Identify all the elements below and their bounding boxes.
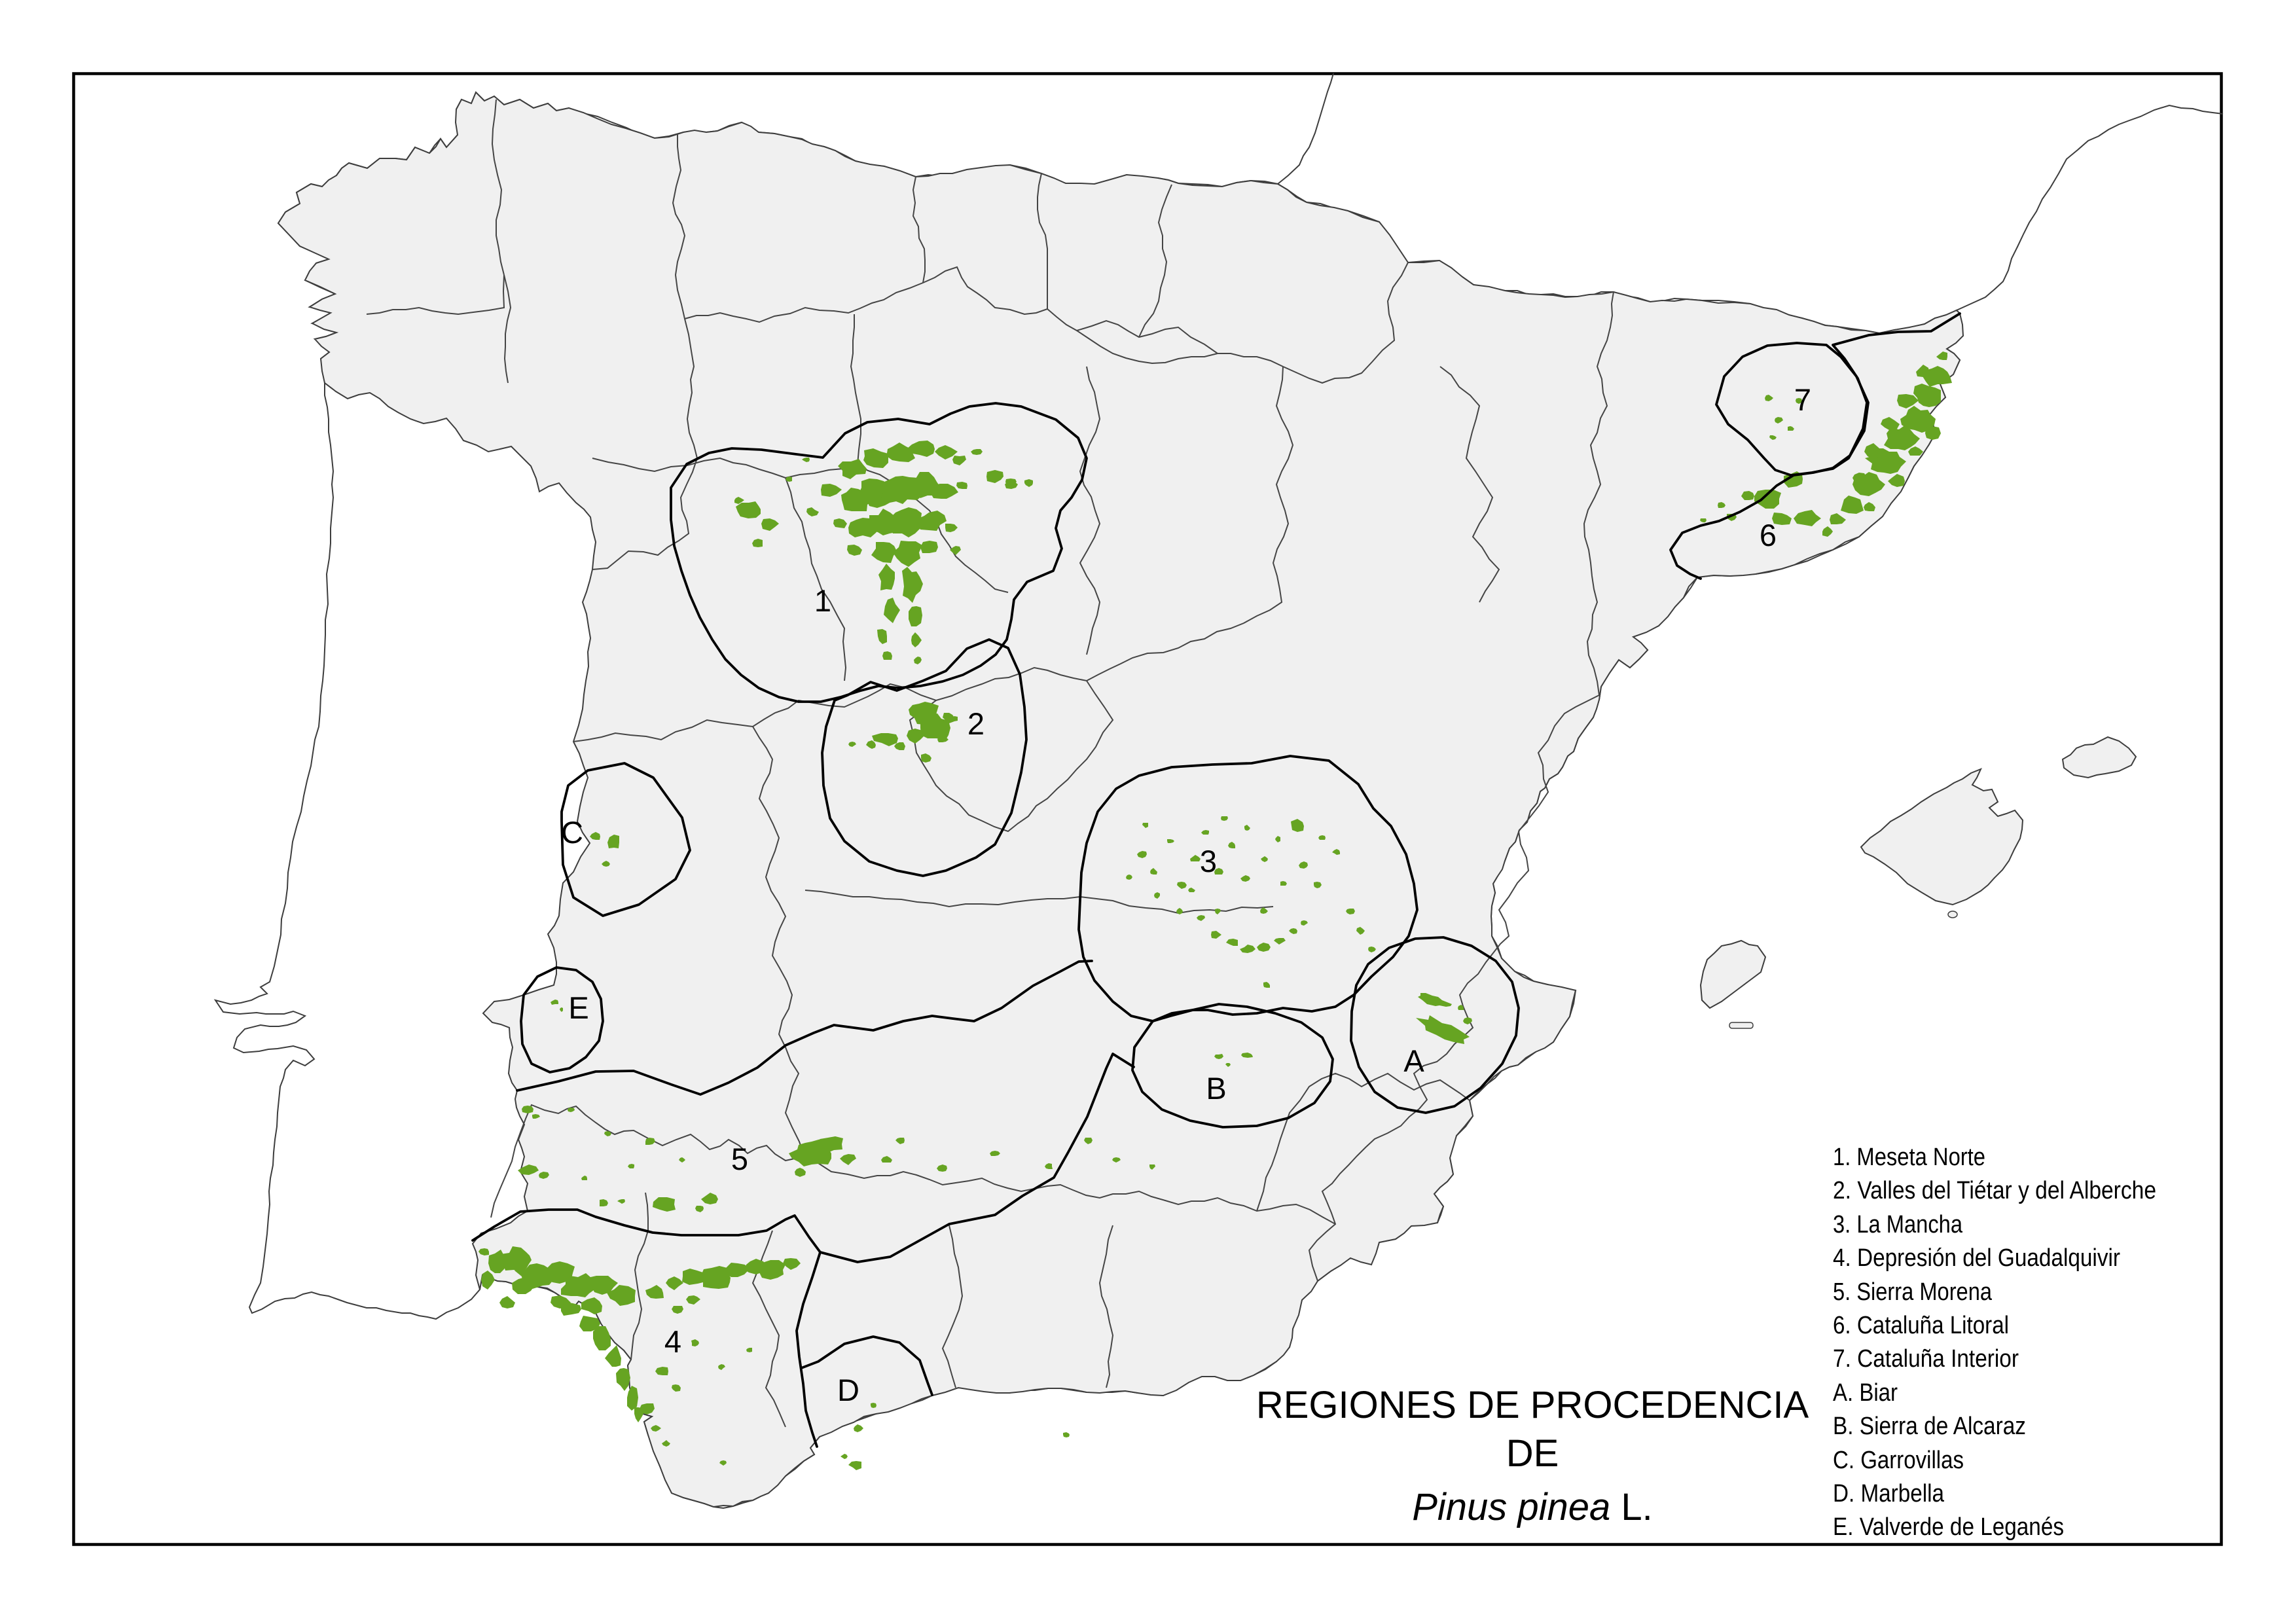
- svg-text:C: C: [561, 815, 583, 850]
- svg-text:REGIONES DE PROCEDENCIA: REGIONES DE PROCEDENCIA: [1256, 1384, 1809, 1426]
- svg-text:A: A: [1403, 1043, 1424, 1078]
- svg-text:DE: DE: [1506, 1432, 1559, 1475]
- svg-text:4. Depresión del Guadalquivir: 4. Depresión del Guadalquivir: [1833, 1244, 2120, 1272]
- svg-text:2. Valles del Tiétar y del Alb: 2. Valles del Tiétar y del Alberche: [1833, 1177, 2156, 1204]
- svg-text:3. La Mancha: 3. La Mancha: [1833, 1211, 1963, 1238]
- svg-text:2: 2: [967, 706, 985, 741]
- svg-text:3: 3: [1200, 844, 1217, 878]
- svg-text:Pinus pinea L.: Pinus pinea L.: [1412, 1486, 1653, 1528]
- svg-text:7: 7: [1794, 382, 1811, 417]
- svg-text:7. Cataluña Interior: 7. Cataluña Interior: [1833, 1345, 2019, 1373]
- svg-text:5: 5: [731, 1142, 748, 1176]
- svg-text:B. Sierra de Alcaraz: B. Sierra de Alcaraz: [1833, 1413, 2026, 1440]
- svg-text:1: 1: [814, 583, 831, 618]
- svg-text:4: 4: [664, 1324, 681, 1359]
- svg-text:6: 6: [1760, 518, 1777, 552]
- svg-text:1. Meseta Norte: 1. Meseta Norte: [1833, 1144, 1985, 1171]
- svg-text:D. Marbella: D. Marbella: [1833, 1480, 1945, 1507]
- svg-text:E. Valverde de Leganés: E. Valverde de Leganés: [1833, 1513, 2064, 1541]
- svg-text:5. Sierra Morena: 5. Sierra Morena: [1833, 1278, 1993, 1306]
- svg-text:A. Biar: A. Biar: [1833, 1379, 1898, 1407]
- svg-text:D: D: [837, 1373, 859, 1407]
- svg-text:6. Cataluña Litoral: 6. Cataluña Litoral: [1833, 1312, 2009, 1339]
- svg-text:C. Garrovillas: C. Garrovillas: [1833, 1447, 1964, 1474]
- svg-text:B: B: [1206, 1071, 1226, 1106]
- svg-text:E: E: [568, 990, 588, 1025]
